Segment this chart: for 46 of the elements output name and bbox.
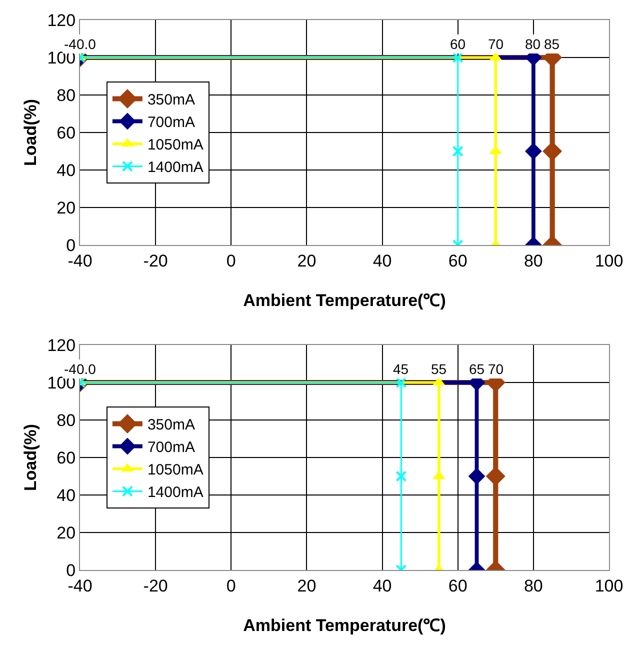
annotation: 55 [431, 361, 447, 377]
annotation: 70 [488, 361, 504, 377]
y-axis-title: Load(%) [21, 424, 40, 492]
annotation: -40.0 [64, 361, 96, 377]
y-tick-label: 20 [56, 198, 76, 218]
annotation: 80 [525, 36, 541, 52]
y-axis-title: Load(%) [21, 98, 40, 166]
annotation: 60 [450, 36, 466, 52]
x-tick-label: 40 [372, 251, 392, 270]
y-tick-label: 40 [56, 486, 76, 505]
y-tick-label: 20 [56, 523, 76, 542]
legend-label: 1400mA [147, 159, 204, 176]
y-tick-label: 60 [56, 123, 76, 142]
x-tick-label: 20 [297, 251, 316, 270]
annotation: 65 [469, 361, 485, 377]
x-tick-label: 100 [594, 251, 624, 270]
legend-label: 700mA [147, 439, 195, 456]
y-tick-label: 120 [47, 336, 76, 355]
y-tick-label: 60 [56, 448, 76, 468]
x-tick-label: 60 [448, 251, 468, 270]
x-tick-label: 80 [524, 576, 543, 596]
x-tick-label: 0 [226, 251, 236, 270]
x-tick-label: 100 [594, 576, 624, 596]
legend-label: 350mA [147, 92, 195, 109]
legend-label: 350mA [147, 416, 195, 434]
x-tick-label: 20 [297, 576, 316, 596]
y-tick-label: 80 [56, 410, 76, 430]
legend-label: 1050mA [147, 136, 204, 154]
annotation: 45 [393, 361, 409, 377]
y-tick-label: 40 [56, 160, 76, 180]
y-tick-label: 80 [56, 86, 76, 105]
annotation: 70 [488, 36, 504, 52]
x-tick-label: 60 [448, 576, 468, 596]
annotation: 85 [544, 36, 560, 52]
x-tick-label: 0 [226, 576, 236, 596]
y-tick-label: 120 [47, 10, 76, 30]
x-tick-label: -20 [143, 251, 168, 270]
x-axis-title: Ambient Temperature(℃) [243, 616, 446, 635]
x-axis-title: Ambient Temperature(℃) [243, 291, 446, 310]
x-tick-label: -20 [143, 576, 168, 596]
x-tick-label: 40 [372, 576, 392, 596]
x-tick-label: 80 [524, 251, 543, 270]
legend-label: 700mA [147, 114, 195, 132]
legend-label: 1400mA [147, 484, 204, 502]
legend-label: 1050mA [147, 462, 204, 479]
annotation: -40.0 [64, 36, 96, 52]
